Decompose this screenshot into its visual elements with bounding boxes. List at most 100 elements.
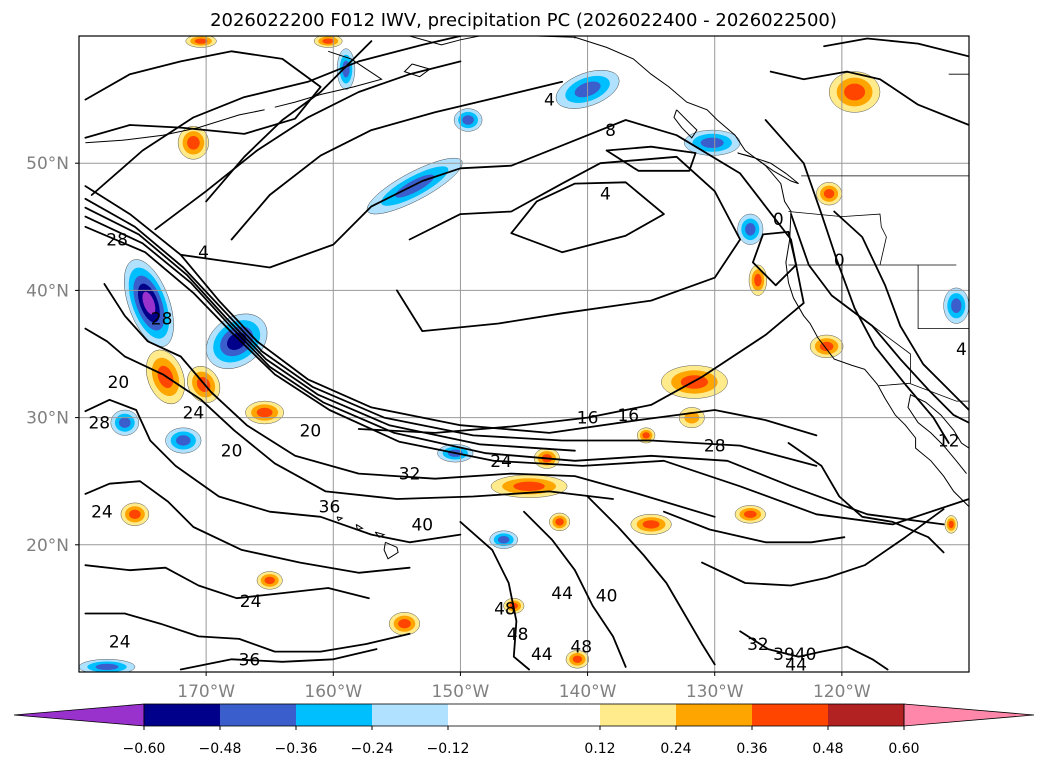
contour-label: 28 xyxy=(151,309,173,329)
precip-shade-level xyxy=(497,536,510,544)
iwv-contour xyxy=(84,50,322,139)
border-line xyxy=(917,265,969,329)
precip-cell xyxy=(565,650,589,669)
contour-label: 24 xyxy=(183,404,205,424)
precip-cell xyxy=(165,427,202,454)
precip-cell xyxy=(314,36,343,48)
iwv-contour xyxy=(769,70,969,126)
iwv-contour xyxy=(586,495,716,666)
colorbar-tick-label: −0.60 xyxy=(123,741,166,757)
coastline xyxy=(383,541,399,560)
precip-cell xyxy=(185,36,217,48)
precip-cell xyxy=(944,515,958,534)
precip-shade-level xyxy=(256,407,273,418)
iwv-contour xyxy=(230,80,563,241)
lon-tick-label: 140°W xyxy=(559,682,617,702)
iwv-contour xyxy=(154,60,462,231)
colorbar-tick-label: −0.12 xyxy=(427,741,470,757)
precip-shade-level xyxy=(176,435,191,446)
precip-cell xyxy=(549,512,570,531)
coastlines xyxy=(85,36,969,560)
contour-label: 4 xyxy=(198,243,209,263)
contour-label: 16 xyxy=(617,406,639,426)
colorbar-extend-max xyxy=(903,703,1035,727)
iwv-contour xyxy=(84,612,411,653)
colorbar-tick-label: −0.36 xyxy=(275,741,318,757)
colorbar-extend-min xyxy=(13,703,145,727)
precip-cell xyxy=(943,287,969,324)
iwv-contour xyxy=(663,510,846,544)
border-line xyxy=(788,211,887,266)
colorbar-outline xyxy=(143,703,905,727)
colorbar-tick-label: 0.12 xyxy=(584,741,615,757)
contour-label: 48 xyxy=(494,599,516,619)
iwv-contours xyxy=(84,36,969,671)
colorbar-segment xyxy=(600,704,676,726)
precip-shade-level xyxy=(823,189,835,199)
coastline xyxy=(907,393,969,474)
map-frame xyxy=(78,35,970,673)
precip-cell xyxy=(737,213,764,245)
precip-cell xyxy=(734,505,766,524)
colorbar-tick-label: −0.48 xyxy=(199,741,242,757)
contour-label: 32 xyxy=(399,465,421,485)
iwv-contour xyxy=(790,213,969,424)
colorbar-segment xyxy=(144,704,220,726)
colorbar-tick-label: 0.60 xyxy=(888,741,919,757)
iwv-contour xyxy=(103,283,716,518)
contour-label: 16 xyxy=(577,409,599,429)
precip-shade-level xyxy=(744,510,757,518)
contour-label: 40 xyxy=(596,587,618,607)
coastline xyxy=(737,152,799,185)
coastline xyxy=(409,36,969,507)
precip-shade-level xyxy=(572,655,583,663)
precip-shade-level xyxy=(142,291,156,315)
lat-tick-label: 20°N xyxy=(26,536,69,556)
precip-cell xyxy=(816,182,842,206)
colorbar-segment xyxy=(448,704,600,726)
precip-cell xyxy=(124,259,174,347)
precip-cell xyxy=(110,409,140,436)
contour-label: 44 xyxy=(551,584,573,604)
precip-shade-level xyxy=(642,432,650,439)
latitude-tick-labels: 50°N 40°N 30°N 20°N xyxy=(26,154,79,556)
contour-label: 28 xyxy=(704,437,726,457)
political-borders xyxy=(574,36,969,402)
precip-cell xyxy=(79,659,136,672)
precip-shade-level xyxy=(642,520,660,529)
colorbar-segment xyxy=(372,704,448,726)
iwv-contour xyxy=(84,327,614,500)
iwv-contour xyxy=(510,181,665,254)
precip-cell xyxy=(245,400,284,425)
coastline xyxy=(336,516,344,522)
colorbar: −0.60 −0.48 −0.36 −0.24 −0.12 0.12 0.24 0.36 0.4… xyxy=(13,703,1035,757)
contour-label: 32 xyxy=(747,635,769,655)
contour-label: 8 xyxy=(605,121,616,141)
graticule xyxy=(79,36,969,672)
iwv-contour xyxy=(833,210,969,411)
iwv-contour xyxy=(84,197,818,467)
precip-shade-level xyxy=(948,520,954,529)
coastline xyxy=(355,523,364,531)
iwv-contour xyxy=(459,521,530,671)
precip-shade-level xyxy=(398,619,411,629)
iwv-contour xyxy=(90,36,462,196)
contour-label: 20 xyxy=(300,421,322,441)
precip-shade-level xyxy=(119,417,131,428)
precip-shade-level xyxy=(129,509,141,519)
colorbar-segment xyxy=(296,704,372,726)
coastline xyxy=(403,63,432,78)
contour-label: 36 xyxy=(319,498,341,518)
precip-cell xyxy=(630,514,672,535)
longitude-tick-labels: 170°W 160°W 150°W 140°W 130°W 120°W xyxy=(177,672,871,702)
lat-tick-label: 40°N xyxy=(26,281,69,301)
precip-shade-level xyxy=(513,481,545,491)
iwv-contour xyxy=(84,215,945,526)
precip-shade-level xyxy=(844,83,866,101)
contour-label: 0 xyxy=(834,251,845,271)
contour-label: 20 xyxy=(221,442,243,462)
contour-label: 44 xyxy=(531,645,553,665)
iwv-contour xyxy=(739,630,889,671)
